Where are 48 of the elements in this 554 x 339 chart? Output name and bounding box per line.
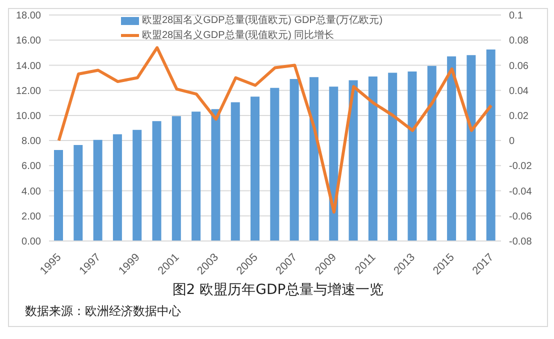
y-tick-label: 4.00 bbox=[22, 186, 42, 198]
bar bbox=[329, 86, 338, 241]
bar bbox=[230, 102, 240, 241]
y2-tick-label: 0.02 bbox=[509, 110, 529, 122]
bar bbox=[112, 134, 122, 241]
legend-label: 欧盟28国名义GDP总量(现值欧元) 同比增长 bbox=[142, 28, 334, 43]
bar bbox=[486, 50, 496, 241]
bar bbox=[290, 79, 299, 241]
y2-tick-label: 0.08 bbox=[509, 36, 529, 47]
y-tick-label: 14.00 bbox=[16, 60, 42, 72]
y-tick-label: 16.00 bbox=[16, 36, 42, 47]
bar bbox=[250, 96, 260, 241]
bar bbox=[348, 80, 358, 241]
bar bbox=[408, 72, 417, 241]
line-series bbox=[57, 46, 493, 214]
bar bbox=[54, 150, 63, 241]
bar bbox=[466, 55, 476, 241]
legend-label: 欧盟28国名义GDP总量(现值欧元) GDP总量(万亿欧元) bbox=[142, 14, 383, 28]
source-note: 数据来源：欧洲经济数据中心 bbox=[24, 303, 182, 320]
y2-tick-label: -0.02 bbox=[509, 161, 532, 172]
bar bbox=[172, 116, 181, 241]
y2-tick-label: 0.06 bbox=[509, 60, 529, 72]
y2-tick-label: 0.1 bbox=[509, 10, 524, 22]
y-tick-label: 18.00 bbox=[16, 10, 42, 22]
bar bbox=[74, 144, 83, 241]
y2-tick-label: -0.06 bbox=[509, 211, 532, 222]
y-tick-label: 8.00 bbox=[22, 136, 42, 148]
bar bbox=[368, 76, 378, 241]
bar bbox=[388, 72, 398, 241]
bar bbox=[270, 88, 280, 241]
y-tick-label: 6.00 bbox=[22, 161, 42, 172]
y2-tick-label: 0 bbox=[509, 136, 515, 148]
y-tick-label: 10.00 bbox=[16, 110, 42, 122]
bar bbox=[211, 109, 220, 241]
text: 图2 欧盟历年GDP总量与增速一览 bbox=[171, 281, 385, 299]
bar bbox=[192, 112, 201, 241]
bar bbox=[93, 140, 102, 241]
bar bbox=[427, 66, 436, 241]
y-tick-label: 0.00 bbox=[22, 236, 42, 248]
y2-tick-label: -0.04 bbox=[509, 186, 532, 198]
bar bbox=[309, 77, 318, 241]
y2-tick-label: -0.08 bbox=[509, 236, 532, 248]
bar bbox=[152, 121, 162, 241]
y-tick-label: 12.00 bbox=[16, 86, 42, 97]
y2-tick-label: 0.04 bbox=[509, 86, 529, 97]
bar bbox=[447, 56, 456, 241]
y-tick-label: 2.00 bbox=[22, 211, 42, 222]
bar bbox=[132, 130, 142, 241]
